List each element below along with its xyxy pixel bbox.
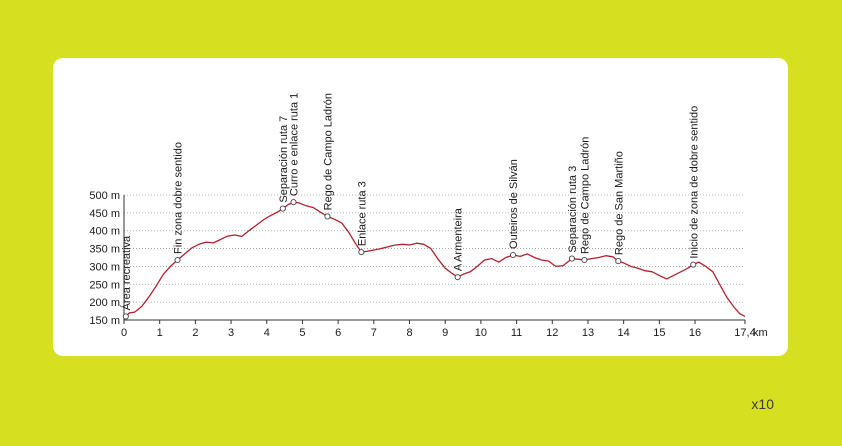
x-tick-label-13: 13 <box>582 327 594 339</box>
y-tick-label-400: 400 m <box>89 226 120 238</box>
waypoint-marker-2 <box>279 205 286 212</box>
y-tick-label-350: 350 m <box>89 244 120 256</box>
x-tick-label-0: 0 <box>121 327 127 339</box>
waypoint-marker-1 <box>174 256 181 264</box>
waypoint-label-11: Inicio de zona de dobre sentido <box>688 106 700 259</box>
waypoint-label-3: Curro e enlace ruta 1 <box>289 93 301 196</box>
series <box>123 201 746 319</box>
x-tick-label-9: 9 <box>442 327 448 339</box>
x-tick-label-16: 16 <box>689 327 701 339</box>
axes: 150 m 200 m 250 m 300 m 350 m 400 m 450 m 500 m… <box>89 190 767 339</box>
waypoint-marker-3 <box>290 199 297 206</box>
x-tick-label-1: 1 <box>157 327 163 339</box>
waypoint-label-4: Rego de Campo Ladrón <box>322 93 334 210</box>
waypoints: Área recreativa Fin zona dobre sentido Sep… <box>120 93 700 320</box>
x-tick-label-6: 6 <box>335 327 341 339</box>
waypoint-label-6: A Armenteira <box>453 207 465 271</box>
y-tick-label-150: 150 m <box>89 315 120 327</box>
waypoint-marker-5 <box>358 249 365 256</box>
chart-card: 150 m 200 m 250 m 300 m 350 m 400 m 450 m 500 m… <box>53 58 788 356</box>
waypoint-marker-10 <box>615 258 622 265</box>
x-tick-label-3: 3 <box>228 327 234 339</box>
x-tick-label-12: 12 <box>546 327 558 339</box>
x-tick-label-11: 11 <box>511 327 522 339</box>
x-tick-label-15: 15 <box>653 327 665 339</box>
waypoint-label-7: Outeiros de Silván <box>508 159 520 249</box>
waypoint-label-1: Fin zona dobre sentido <box>173 142 185 254</box>
elevation-line <box>123 201 746 319</box>
waypoint-marker-11 <box>690 261 697 268</box>
x-tick-label-4: 4 <box>264 327 270 339</box>
grid <box>124 194 745 303</box>
waypoint-marker-4 <box>324 213 331 220</box>
waypoint-marker-0 <box>122 313 129 320</box>
waypoint-label-2: Separación ruta 7 <box>278 116 290 203</box>
waypoint-label-9: Rego de Campo Ladrón <box>579 137 591 254</box>
waypoint-label-8: Separación ruta 3 <box>567 166 579 253</box>
x-tick-label-5: 5 <box>299 327 305 339</box>
waypoint-label-5: Enlace ruta 3 <box>356 181 368 246</box>
y-tick-label-500: 500 m <box>89 190 120 202</box>
x-tick-label-14: 14 <box>618 327 630 339</box>
x-tick-label-7: 7 <box>371 327 377 339</box>
y-tick-label-300: 300 m <box>89 261 120 273</box>
x-tick-label-8: 8 <box>406 327 412 339</box>
x-tick-label-2: 2 <box>192 327 198 339</box>
x-tick-label-10: 10 <box>475 327 487 339</box>
elevation-profile-chart: 150 m 200 m 250 m 300 m 350 m 400 m 450 m 500 m… <box>89 93 767 339</box>
y-tick-label-200: 200 m <box>89 297 120 309</box>
waypoint-label-0: Área recreativa <box>120 235 133 310</box>
waypoint-marker-6 <box>454 274 461 281</box>
waypoint-label-10: Rego de San Martiño <box>613 151 625 255</box>
y-tick-label-250: 250 m <box>89 279 120 291</box>
x-tick-label-17,4: 17,4 <box>734 327 755 339</box>
waypoint-marker-9 <box>581 256 588 264</box>
x-axis-unit: km <box>753 327 768 339</box>
corner-label: x10 <box>751 396 774 412</box>
y-tick-label-450: 450 m <box>89 208 120 220</box>
waypoint-marker-7 <box>509 251 517 259</box>
waypoint-marker-8 <box>568 255 575 262</box>
